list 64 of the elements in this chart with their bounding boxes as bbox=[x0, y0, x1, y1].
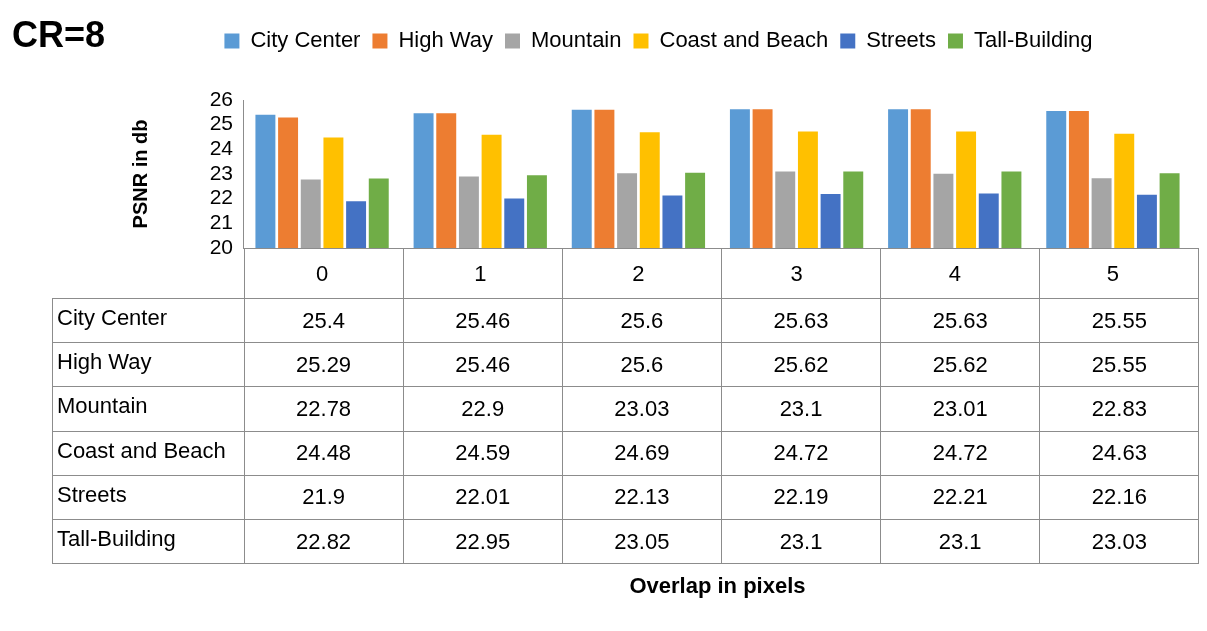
data-label: 24.72 bbox=[880, 431, 1040, 476]
legend-label: Coast and Beach bbox=[659, 27, 829, 53]
legend-label: High Way bbox=[398, 27, 493, 53]
legend-label: Streets bbox=[866, 27, 936, 53]
data-label: 23.1 bbox=[721, 386, 881, 432]
data-label: 22.9 bbox=[403, 386, 563, 432]
legend-label: City Center bbox=[250, 27, 361, 53]
data-label: 24.69 bbox=[562, 431, 722, 476]
data-label: 25.55 bbox=[1039, 342, 1199, 387]
data-label: 22.95 bbox=[403, 519, 563, 564]
text: Streets bbox=[57, 481, 127, 507]
data-label: 21.9 bbox=[244, 475, 404, 520]
x-tick-label: 1 bbox=[474, 261, 487, 287]
data-label: 22.83 bbox=[1039, 386, 1199, 432]
data-label: 22.21 bbox=[880, 475, 1040, 520]
y-tick-label: 26 bbox=[209, 86, 233, 110]
y-tick-label: 21 bbox=[209, 210, 233, 234]
x-tick-label: 3 bbox=[790, 261, 803, 287]
text: High Way bbox=[57, 349, 152, 375]
x-tick-label: 0 bbox=[315, 261, 329, 287]
text: Mountain bbox=[57, 393, 148, 419]
y-tick-label: 23 bbox=[209, 160, 233, 184]
x-tick-label: 4 bbox=[948, 261, 961, 287]
data-label: 23.03 bbox=[562, 386, 722, 432]
data-label: 23.05 bbox=[562, 519, 722, 564]
data-label: 25.62 bbox=[880, 342, 1040, 387]
text: City Center bbox=[57, 305, 168, 330]
data-label: 23.01 bbox=[880, 386, 1040, 432]
data-label: 24.72 bbox=[721, 431, 881, 476]
data-label: 25.62 bbox=[721, 342, 881, 387]
data-label: 23.1 bbox=[880, 519, 1040, 564]
data-label: 25.6 bbox=[562, 342, 722, 387]
data-label: 22.13 bbox=[562, 475, 722, 520]
legend-label: Mountain bbox=[530, 27, 622, 53]
data-label: 22.16 bbox=[1039, 475, 1199, 520]
x-tick-label: 2 bbox=[632, 261, 645, 287]
data-label: 25.29 bbox=[244, 342, 404, 387]
text: Tall-Building bbox=[57, 525, 176, 551]
text: Coast and Beach bbox=[57, 437, 226, 463]
data-label: 25.6 bbox=[562, 298, 722, 343]
data-label: 23.03 bbox=[1039, 519, 1199, 564]
legend-label: Tall-Building bbox=[973, 27, 1093, 53]
data-label: 24.59 bbox=[403, 431, 563, 476]
data-label: 25.63 bbox=[880, 298, 1040, 343]
data-label: 23.1 bbox=[721, 519, 881, 564]
data-label: 24.63 bbox=[1039, 431, 1199, 476]
data-label: 22.78 bbox=[244, 386, 404, 432]
data-label: 25.4 bbox=[244, 298, 404, 343]
y-axis-title: PSNR in db bbox=[128, 119, 151, 229]
text: Overlap in pixels bbox=[628, 573, 807, 600]
data-label: 22.01 bbox=[403, 475, 563, 520]
data-label: 22.82 bbox=[244, 519, 404, 564]
y-tick-label: 20 bbox=[209, 234, 233, 258]
data-label: 25.63 bbox=[721, 298, 881, 343]
x-tick-label: 5 bbox=[1106, 261, 1120, 287]
y-tick-label: 25 bbox=[209, 111, 233, 135]
data-label: 22.19 bbox=[721, 475, 881, 520]
data-label: 25.46 bbox=[403, 342, 563, 387]
y-tick-label: 22 bbox=[209, 185, 233, 209]
chart-title: CR=8 bbox=[12, 14, 106, 56]
data-label: 25.46 bbox=[403, 298, 563, 343]
y-tick-label: 24 bbox=[209, 136, 234, 160]
data-label: 24.48 bbox=[244, 431, 404, 476]
data-label: 25.55 bbox=[1039, 298, 1199, 343]
